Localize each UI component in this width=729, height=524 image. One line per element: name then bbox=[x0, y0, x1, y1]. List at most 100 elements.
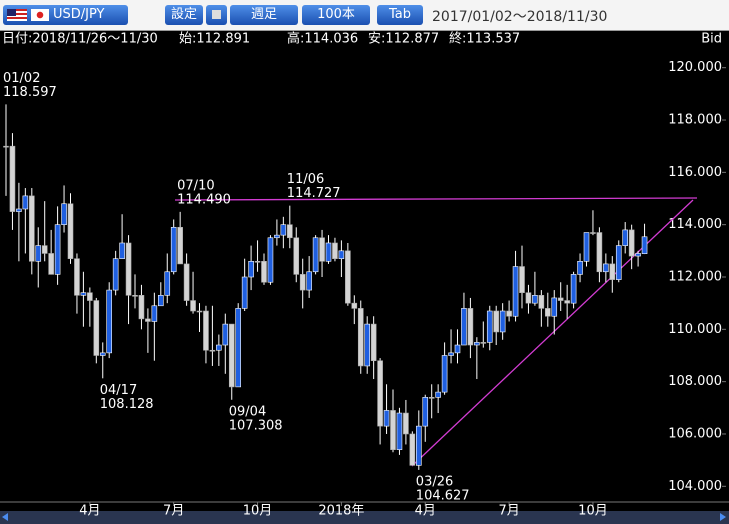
candle-body bbox=[415, 425, 422, 466]
y-tick-label: 118.000 bbox=[668, 113, 722, 128]
info-low: 安:112.877 bbox=[368, 32, 439, 47]
candle-body bbox=[312, 237, 319, 273]
candle-body bbox=[248, 261, 254, 278]
candle-body bbox=[325, 242, 332, 262]
y-tick-label: 108.000 bbox=[668, 374, 722, 389]
candle-body bbox=[99, 352, 106, 356]
annotation-value: 107.308 bbox=[229, 418, 283, 433]
candle-body bbox=[506, 310, 512, 317]
us-flag bbox=[7, 9, 27, 21]
candle-body bbox=[332, 242, 338, 259]
candle-body bbox=[274, 234, 280, 239]
candle-body bbox=[22, 195, 29, 210]
candle-body bbox=[132, 295, 138, 297]
candle-body bbox=[357, 308, 364, 367]
scrollbar[interactable] bbox=[0, 511, 729, 524]
annotation-date: 01/02 bbox=[3, 71, 40, 86]
pair-button[interactable]: USD/JPY bbox=[3, 5, 128, 25]
candle-body bbox=[112, 258, 119, 291]
candle-body bbox=[364, 323, 371, 367]
candle-body bbox=[486, 310, 493, 343]
candle-body bbox=[383, 410, 390, 427]
candle-body bbox=[377, 360, 383, 427]
annotation-value: 104.627 bbox=[416, 488, 470, 503]
pair-label: USD/JPY bbox=[53, 7, 105, 22]
period-button[interactable]: 週足 bbox=[230, 5, 298, 25]
candle-body bbox=[196, 310, 203, 313]
candle-body bbox=[590, 232, 596, 234]
info-date: 日付:2018/11/26〜11/30 bbox=[2, 32, 158, 47]
count-button[interactable]: 100本 bbox=[302, 5, 370, 25]
candle-body bbox=[280, 224, 287, 236]
x-tick-label: 4月 bbox=[415, 504, 436, 519]
support-line bbox=[411, 199, 694, 467]
candle-body bbox=[138, 295, 145, 320]
candle-body bbox=[351, 302, 358, 309]
candle-body bbox=[222, 323, 229, 346]
candle-body bbox=[603, 263, 609, 273]
candle-body bbox=[615, 245, 622, 280]
candle-body bbox=[544, 308, 551, 317]
candle-body bbox=[261, 261, 267, 283]
candle-body bbox=[145, 318, 151, 322]
annotation-date: 11/06 bbox=[287, 172, 324, 187]
candle-body bbox=[254, 261, 261, 263]
settings-button[interactable]: 設定 bbox=[165, 5, 203, 25]
candle-body bbox=[532, 295, 538, 304]
scroll-right[interactable] bbox=[720, 513, 726, 521]
candle-body bbox=[609, 263, 616, 280]
axis-label: Bid bbox=[701, 32, 722, 47]
y-tick-label: 106.000 bbox=[668, 426, 722, 441]
candle-body bbox=[87, 292, 93, 301]
candle-body bbox=[499, 310, 506, 333]
candle-body bbox=[370, 323, 377, 362]
candle-body bbox=[461, 308, 467, 346]
candle-body bbox=[403, 412, 409, 435]
candle-body bbox=[216, 344, 222, 351]
annotation-date: 03/26 bbox=[416, 474, 453, 489]
candle-body bbox=[125, 242, 132, 296]
annotation-date: 07/10 bbox=[177, 178, 214, 193]
candle-body bbox=[480, 342, 487, 344]
annotation-date: 09/04 bbox=[229, 404, 266, 419]
candle-body bbox=[158, 295, 164, 307]
toolbar: USD/JPY 設定 週足 100本 Tab 2017/01/02〜2018/1… bbox=[0, 0, 729, 31]
candle-body bbox=[3, 145, 9, 148]
candle-body bbox=[448, 352, 454, 356]
candle-body bbox=[474, 342, 480, 346]
candle-body bbox=[596, 232, 603, 273]
candle-body bbox=[519, 266, 525, 293]
candle-body bbox=[583, 232, 590, 262]
info-open: 始:112.891 bbox=[179, 32, 250, 47]
candle-body bbox=[93, 300, 100, 356]
candle-body bbox=[538, 295, 545, 309]
candle-body bbox=[338, 250, 345, 259]
tab-button[interactable]: Tab bbox=[377, 5, 423, 25]
y-tick-label: 110.000 bbox=[668, 322, 722, 337]
candle-body bbox=[48, 253, 54, 275]
candle-body bbox=[293, 237, 300, 275]
candle-body bbox=[119, 242, 125, 259]
candle-body bbox=[9, 145, 16, 212]
annotation-value: 114.727 bbox=[287, 186, 341, 201]
x-tick-label: 10月 bbox=[243, 504, 273, 519]
icon-button[interactable] bbox=[206, 5, 227, 25]
candle-body bbox=[493, 310, 500, 333]
y-tick-label: 116.000 bbox=[668, 165, 722, 180]
scroll-left[interactable] bbox=[2, 513, 8, 521]
candle-body bbox=[396, 412, 403, 450]
candle-body bbox=[525, 292, 532, 304]
x-tick-label: 7月 bbox=[163, 504, 184, 519]
candle-body bbox=[190, 300, 196, 312]
candle-body bbox=[551, 297, 558, 317]
candle-body bbox=[306, 271, 312, 291]
candle-body bbox=[209, 349, 216, 352]
icon bbox=[212, 10, 221, 19]
candle-body bbox=[467, 308, 474, 346]
candle-body bbox=[390, 410, 396, 450]
candle-body bbox=[299, 274, 306, 291]
candle-body bbox=[422, 397, 429, 427]
y-tick-label: 120.000 bbox=[668, 60, 722, 75]
info-high: 高:114.036 bbox=[287, 31, 358, 47]
